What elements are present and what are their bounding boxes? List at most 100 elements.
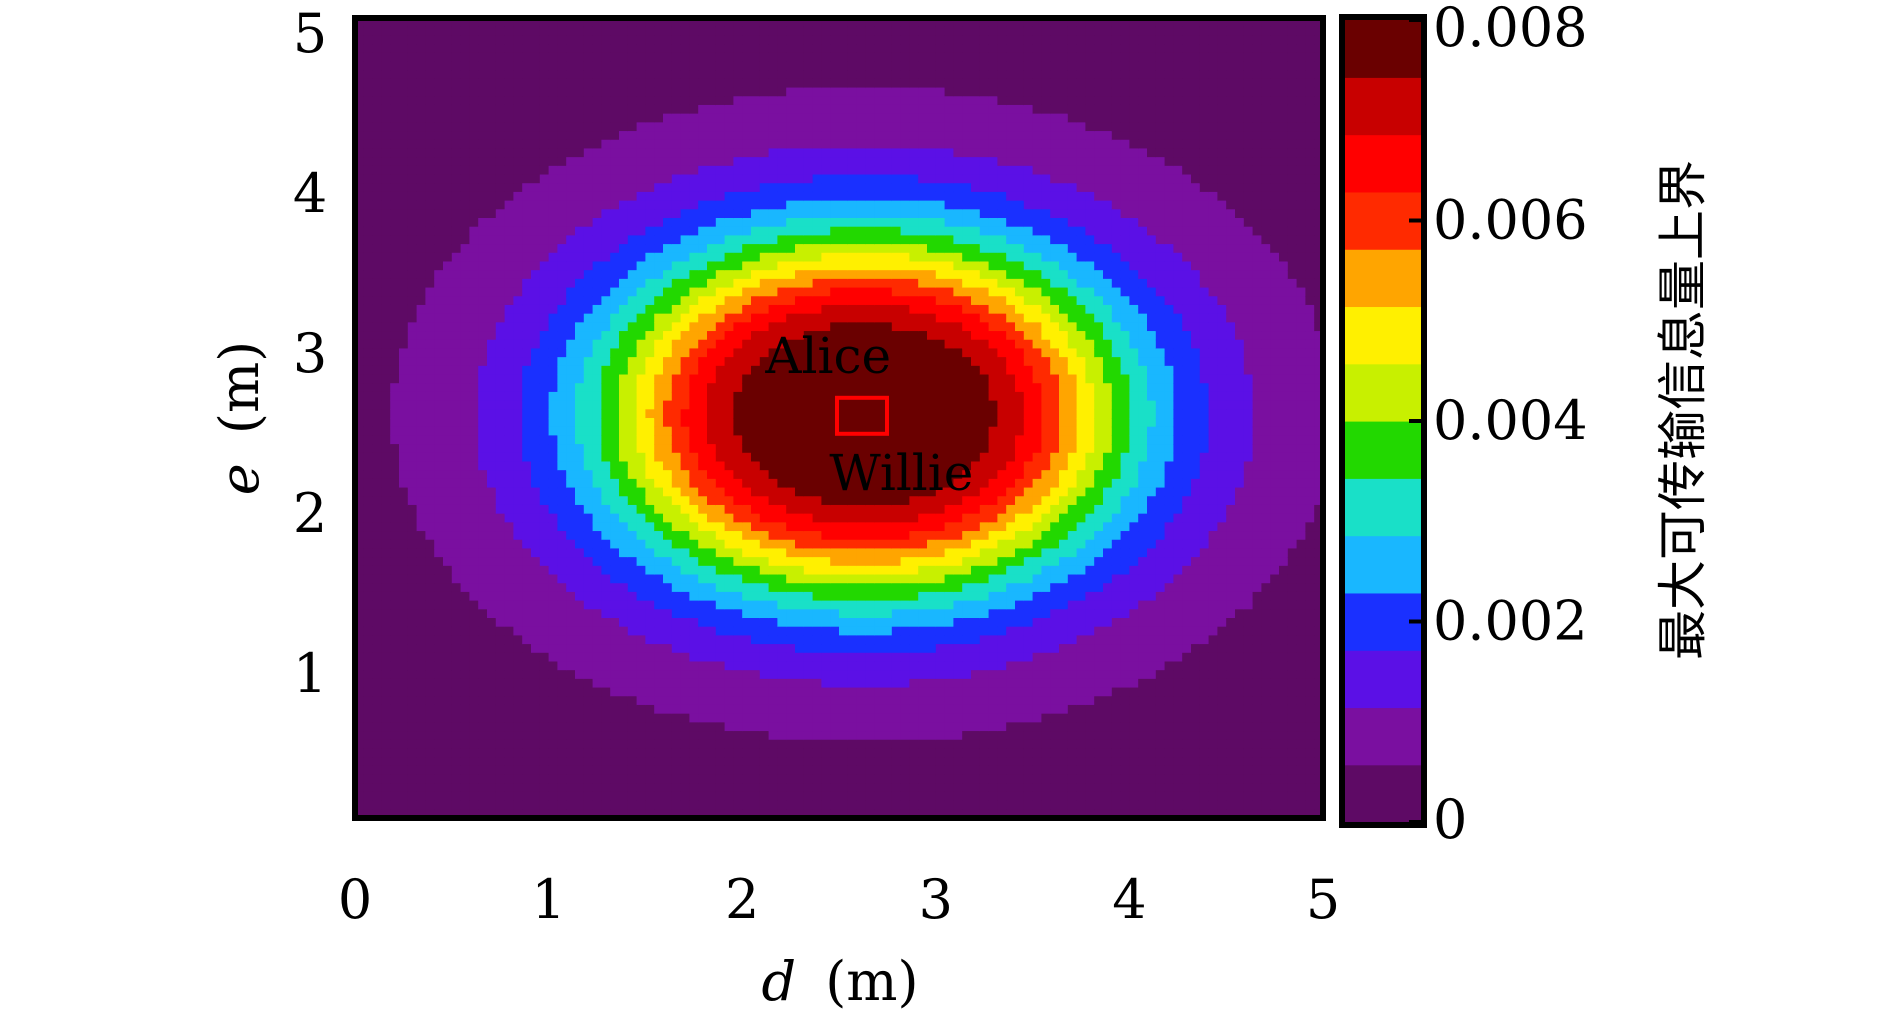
heatmap-cell: [663, 226, 673, 236]
heatmap-cell: [636, 322, 646, 332]
heatmap-cell: [363, 226, 374, 236]
heatmap-cell: [830, 200, 840, 210]
heatmap-cell: [592, 304, 602, 315]
heatmap-cell: [478, 139, 488, 150]
heatmap-cell: [425, 757, 435, 767]
heatmap-cell: [425, 652, 435, 663]
heatmap-cell: [460, 183, 470, 193]
heatmap-cell: [504, 331, 514, 341]
heatmap-cell: [759, 96, 770, 106]
heatmap-cell: [671, 113, 682, 123]
heatmap-cell: [707, 461, 717, 471]
heatmap-cell: [557, 235, 567, 245]
heatmap-cell: [777, 357, 787, 367]
heatmap-cell: [592, 226, 602, 236]
heatmap-cell: [566, 409, 576, 419]
heatmap-cell: [355, 800, 365, 810]
heatmap-cell: [548, 104, 558, 115]
heatmap-cell: [654, 365, 664, 376]
heatmap-cell: [575, 44, 585, 54]
heatmap-cell: [557, 18, 567, 28]
heatmap-cell: [372, 70, 382, 80]
heatmap-cell: [583, 765, 594, 776]
heatmap-cell: [742, 435, 752, 445]
heatmap-cell: [821, 113, 831, 123]
heatmap-cell: [425, 157, 435, 167]
heatmap-cell: [363, 470, 374, 480]
heatmap-cell: [381, 252, 391, 263]
heatmap-cell: [513, 800, 523, 810]
heatmap-cell: [531, 791, 541, 802]
heatmap-cell: [478, 548, 488, 558]
heatmap-cell: [513, 78, 523, 89]
heatmap-cell: [504, 70, 514, 80]
heatmap-cell: [434, 313, 444, 323]
heatmap-cell: [460, 791, 470, 802]
heatmap-cell: [575, 174, 585, 184]
heatmap-cell: [627, 765, 638, 776]
heatmap-cell: [680, 426, 690, 436]
heatmap-cell: [363, 191, 374, 202]
heatmap-cell: [469, 322, 479, 332]
heatmap-cell: [786, 731, 796, 741]
heatmap-cell: [671, 174, 682, 184]
heatmap-cell: [583, 183, 594, 193]
heatmap-cell: [583, 739, 594, 750]
heatmap-cell: [812, 357, 822, 367]
heatmap-cell: [698, 44, 708, 54]
heatmap-cell: [707, 122, 717, 132]
heatmap-cell: [583, 191, 594, 202]
heatmap-cell: [671, 583, 682, 593]
heatmap-cell: [803, 487, 814, 497]
heatmap-cell: [742, 191, 752, 202]
heatmap-cell: [434, 696, 444, 706]
heatmap-cell: [363, 418, 374, 428]
heatmap-cell: [451, 522, 462, 532]
heatmap-cell: [355, 470, 365, 480]
heatmap-cell: [355, 322, 365, 332]
heatmap-cell: [707, 391, 717, 402]
heatmap-cell: [407, 626, 418, 636]
heatmap-cell: [495, 218, 506, 228]
heatmap-cell: [381, 522, 391, 532]
heatmap-cell: [689, 791, 699, 802]
heatmap-cell: [601, 96, 611, 106]
heatmap-cell: [460, 461, 470, 471]
heatmap-cell: [531, 722, 541, 732]
heatmap-cell: [636, 400, 646, 410]
heatmap-cell: [812, 426, 822, 436]
heatmap-cell: [557, 496, 567, 506]
heatmap-cell: [548, 244, 558, 254]
heatmap-cell: [451, 296, 462, 306]
heatmap-cell: [645, 722, 655, 732]
heatmap-cell: [566, 774, 576, 784]
heatmap-cell: [830, 26, 840, 36]
heatmap-cell: [654, 487, 664, 497]
heatmap-cell: [416, 704, 426, 715]
heatmap-cell: [680, 278, 690, 289]
heatmap-cell: [689, 687, 699, 697]
heatmap-cell: [636, 383, 646, 393]
heatmap-cell: [636, 391, 646, 402]
heatmap-cell: [363, 87, 374, 97]
heatmap-cell: [733, 218, 743, 228]
heatmap-cell: [610, 122, 620, 132]
heatmap-cell: [407, 26, 418, 36]
heatmap-cell: [707, 670, 717, 680]
heatmap-cell: [724, 104, 734, 115]
heatmap-cell: [407, 131, 418, 141]
heatmap-cell: [742, 713, 752, 723]
heatmap-cell: [751, 70, 761, 80]
heatmap-cell: [504, 18, 514, 28]
heatmap-cell: [487, 270, 497, 280]
heatmap-cell: [733, 791, 743, 802]
heatmap-cell: [451, 809, 462, 818]
heatmap-cell: [619, 174, 629, 184]
heatmap-cell: [372, 765, 382, 776]
heatmap-cell: [724, 252, 734, 263]
heatmap-cell: [759, 504, 770, 515]
heatmap-cell: [742, 800, 752, 810]
heatmap-cell: [495, 165, 506, 176]
heatmap-cell: [636, 809, 646, 818]
heatmap-cell: [469, 670, 479, 680]
